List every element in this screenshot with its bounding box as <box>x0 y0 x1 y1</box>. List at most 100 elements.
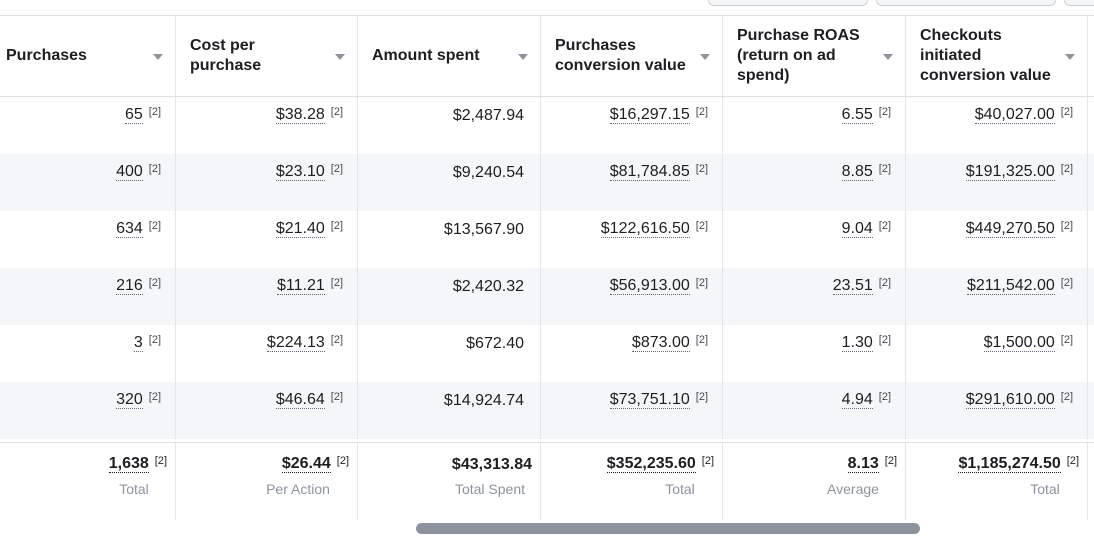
roas-average[interactable]: 8.13 [2] <box>847 455 897 473</box>
amount-spent-total: $43,313.84 <box>452 456 532 474</box>
cost-per-purchase-value[interactable]: $21.40 <box>275 220 325 238</box>
purchases-cell[interactable]: 400 [2] <box>116 163 161 181</box>
conversion-value-value[interactable]: $56,913.00 <box>609 277 690 295</box>
amount-spent-cell: $9,240.54 <box>453 164 524 182</box>
column-header-purchase-roas[interactable]: Purchase ROAS (return on ad spend) <box>723 16 906 96</box>
purchases-value[interactable]: 216 <box>116 277 143 295</box>
conversion-value-cell[interactable]: $16,297.15 [2] <box>609 106 708 124</box>
checkouts-value-cell[interactable]: $291,610.00 [2] <box>965 391 1073 409</box>
checkouts-value-value[interactable]: $291,610.00 <box>965 391 1055 409</box>
table-row: 216 [2] $11.21 [2] $2,420.32 $56,913.00 [2]… <box>0 268 1094 325</box>
roas-cell[interactable]: 4.94 [2] <box>841 391 891 409</box>
purchases-value[interactable]: 634 <box>116 220 143 238</box>
sort-dropdown-icon[interactable] <box>883 54 893 60</box>
column-header-label: Checkouts initiated conversion value <box>920 27 1051 84</box>
cost-per-purchase-cell[interactable]: $224.13 [2] <box>266 334 343 352</box>
reference-marker: [2] <box>148 277 161 289</box>
sort-dropdown-icon[interactable] <box>518 54 528 60</box>
cost-per-purchase-cell[interactable]: $38.28 [2] <box>275 106 343 124</box>
checkouts-value-value[interactable]: $211,542.00 <box>966 277 1055 295</box>
checkouts-value-cell[interactable]: $191,325.00 [2] <box>965 163 1073 181</box>
cost-per-purchase-value[interactable]: $46.64 <box>275 391 325 409</box>
roas-cell[interactable]: 6.55 [2] <box>841 106 891 124</box>
sort-dropdown-icon[interactable] <box>335 54 345 60</box>
conversion-value-value[interactable]: $73,751.10 <box>609 391 690 409</box>
purchases-value[interactable]: 400 <box>116 163 143 181</box>
cost-per-purchase-value[interactable]: $38.28 <box>275 106 325 124</box>
cost-per-purchase-value[interactable]: $224.13 <box>266 334 325 352</box>
cost-per-purchase-cell[interactable]: $21.40 [2] <box>275 220 343 238</box>
purchases-value[interactable]: 3 <box>133 334 143 352</box>
column-header-amount-spent[interactable]: Amount spent <box>358 16 541 96</box>
roas-value[interactable]: 8.85 <box>841 163 873 181</box>
checkouts-value-value[interactable]: $40,027.00 <box>974 106 1055 124</box>
conversion-value-cell[interactable]: $122,616.50 [2] <box>600 220 708 238</box>
conversion-value-value[interactable]: $81,784.85 <box>609 163 690 181</box>
roas-value[interactable]: 23.51 <box>832 277 873 295</box>
roas-cell[interactable]: 23.51 [2] <box>832 277 891 295</box>
conversion-value-cell[interactable]: $873.00 [2] <box>631 334 708 352</box>
toolbar-chip[interactable] <box>708 0 868 6</box>
amount-spent-cell: $2,487.94 <box>453 107 524 125</box>
sort-dropdown-icon[interactable] <box>153 54 163 60</box>
column-header-label: Purchases conversion value <box>555 37 686 74</box>
sort-dropdown-icon[interactable] <box>1065 54 1075 60</box>
roas-cell[interactable]: 9.04 [2] <box>841 220 891 238</box>
purchases-value[interactable]: 320 <box>116 391 143 409</box>
column-header-purchases-conversion-value[interactable]: Purchases conversion value <box>541 16 723 96</box>
column-header-purchases[interactable]: Purchases <box>0 16 176 96</box>
toolbar-chip[interactable] <box>1064 0 1094 6</box>
column-header-checkouts-initiated-value[interactable]: Checkouts initiated conversion value <box>906 16 1088 96</box>
checkouts-value-total-value[interactable]: $1,185,274.50 <box>958 455 1061 473</box>
conversion-value-cell[interactable]: $81,784.85 [2] <box>609 163 708 181</box>
purchases-cell[interactable]: 65 [2] <box>124 106 161 124</box>
toolbar-chip[interactable] <box>876 0 1056 6</box>
purchases-value[interactable]: 65 <box>124 106 143 124</box>
conversion-value-value[interactable]: $122,616.50 <box>600 220 690 238</box>
conversion-value-cell[interactable]: $56,913.00 [2] <box>609 277 708 295</box>
reference-marker: [2] <box>1060 220 1073 232</box>
checkouts-value-cell[interactable]: $1,500.00 [2] <box>983 334 1073 352</box>
checkouts-value-value[interactable]: $1,500.00 <box>983 334 1055 352</box>
purchases-cell[interactable]: 216 [2] <box>116 277 161 295</box>
checkouts-value-cell[interactable]: $211,542.00 [2] <box>966 277 1073 295</box>
conversion-value-total-value[interactable]: $352,235.60 <box>606 455 696 473</box>
purchases-cell[interactable]: 3 [2] <box>133 334 161 352</box>
roas-value[interactable]: 1.30 <box>841 334 873 352</box>
column-header-cost-per-purchase[interactable]: Cost per purchase <box>176 16 358 96</box>
roas-cell[interactable]: 8.85 [2] <box>841 163 891 181</box>
roas-value[interactable]: 9.04 <box>841 220 873 238</box>
roas-average-value[interactable]: 8.13 <box>847 455 879 473</box>
conversion-value-value[interactable]: $16,297.15 <box>609 106 690 124</box>
cost-per-purchase-cell[interactable]: $23.10 [2] <box>275 163 343 181</box>
reference-marker: [2] <box>148 106 161 118</box>
purchases-cell[interactable]: 634 [2] <box>116 220 161 238</box>
cost-per-purchase-cell[interactable]: $46.64 [2] <box>275 391 343 409</box>
conversion-value-cell[interactable]: $73,751.10 [2] <box>609 391 708 409</box>
conversion-value-value[interactable]: $873.00 <box>631 334 690 352</box>
checkouts-value-cell[interactable]: $40,027.00 [2] <box>974 106 1073 124</box>
checkouts-value-cell[interactable]: $449,270.50 [2] <box>965 220 1073 238</box>
sort-dropdown-icon[interactable] <box>700 54 710 60</box>
roas-value[interactable]: 4.94 <box>841 391 873 409</box>
conversion-value-total[interactable]: $352,235.60 [2] <box>606 455 714 473</box>
cost-per-purchase-value[interactable]: $11.21 <box>277 277 325 295</box>
checkouts-value-total[interactable]: $1,185,274.50 [2] <box>958 455 1079 473</box>
cost-per-purchase-value[interactable]: $23.10 <box>275 163 325 181</box>
purchases-cell[interactable]: 320 [2] <box>116 391 161 409</box>
cost-per-purchase-total-value[interactable]: $26.44 <box>281 455 331 473</box>
purchases-total[interactable]: 1,638 [2] <box>108 455 167 473</box>
cost-per-purchase-total[interactable]: $26.44 [2] <box>281 455 349 473</box>
total-spent-label: Total Spent <box>454 481 526 497</box>
roas-value[interactable]: 6.55 <box>841 106 873 124</box>
reference-marker: [2] <box>148 334 161 346</box>
roas-cell[interactable]: 1.30 [2] <box>841 334 891 352</box>
cost-per-purchase-cell[interactable]: $11.21 [2] <box>277 277 343 295</box>
purchases-total-value[interactable]: 1,638 <box>108 455 149 473</box>
checkouts-value-value[interactable]: $191,325.00 <box>965 163 1055 181</box>
reference-marker: [2] <box>884 455 897 467</box>
checkouts-value-value[interactable]: $449,270.50 <box>965 220 1055 238</box>
average-label: Average <box>827 481 879 497</box>
horizontal-scrollbar-thumb[interactable] <box>416 523 920 534</box>
